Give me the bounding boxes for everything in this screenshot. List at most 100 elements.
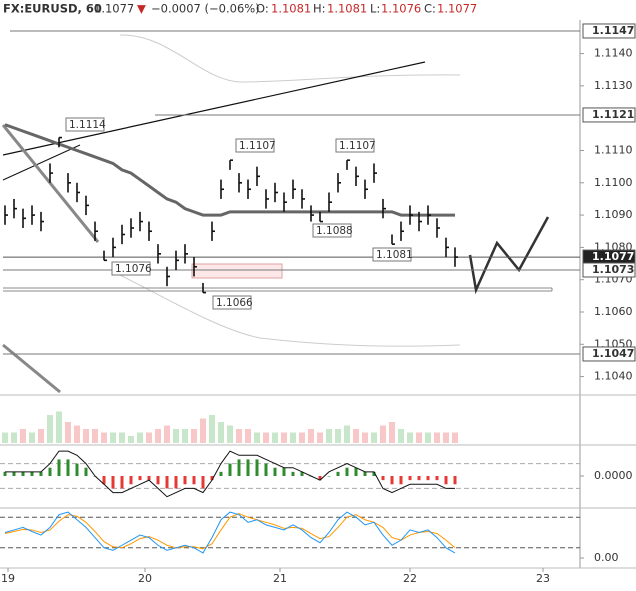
l-label: L: xyxy=(370,2,380,16)
volume-bar xyxy=(20,429,26,443)
y-tick-label: 1.1040 xyxy=(594,370,633,383)
volume-bar xyxy=(416,432,422,443)
price-level-box xyxy=(582,23,636,39)
band-upper xyxy=(119,34,461,83)
macd-hist xyxy=(147,476,151,481)
y-tick-label: 1.1060 xyxy=(594,305,633,318)
projection xyxy=(468,216,550,295)
zone xyxy=(191,263,283,279)
volume-bar xyxy=(218,422,224,443)
volume-bar xyxy=(227,425,233,443)
macd-hist xyxy=(84,467,88,476)
macd-hist xyxy=(12,471,16,476)
volume-bar xyxy=(299,432,305,443)
stoch-k xyxy=(4,511,456,554)
macd-hist xyxy=(435,476,439,481)
macd-hist xyxy=(291,471,295,476)
volume-bar xyxy=(335,429,341,443)
volume-bar xyxy=(452,432,458,443)
l-value: 1.1076 xyxy=(381,2,421,16)
macd-hist xyxy=(300,471,304,476)
volume-bar xyxy=(380,425,386,443)
header: FX:EURUSD, 60 1.1077 ▼ −0.0007 (−0.06%) … xyxy=(3,2,477,16)
macd-hist xyxy=(48,467,52,476)
macd-hist xyxy=(327,476,331,477)
y-tick-label: 1.1100 xyxy=(594,176,633,189)
volume-bar xyxy=(173,429,179,443)
macd-hist xyxy=(174,476,178,489)
volume-bar xyxy=(425,432,431,443)
volume-bar xyxy=(11,432,17,443)
macd-hist xyxy=(381,476,385,481)
o-label: O: xyxy=(256,2,269,16)
macd-hist xyxy=(408,476,412,481)
macd-hist xyxy=(228,463,232,476)
macd-hist xyxy=(336,471,340,476)
y-tick-label: 1.1090 xyxy=(594,208,633,221)
macd-hist xyxy=(417,476,421,481)
volume-bar xyxy=(281,432,287,443)
channel-line xyxy=(2,343,61,394)
volume-bar xyxy=(38,429,44,443)
volume-bar xyxy=(407,432,413,443)
x-tick-label: 20 xyxy=(138,572,152,585)
price-level-label: 1.1047 xyxy=(592,347,634,360)
x-tick-label: 23 xyxy=(536,572,550,585)
o-value: 1.1081 xyxy=(271,2,311,16)
volume-bar xyxy=(362,432,368,443)
annotation: 1.1081 xyxy=(376,249,413,261)
macd-hist xyxy=(165,476,169,489)
macd-hist xyxy=(246,459,250,476)
volume-bar xyxy=(65,422,71,443)
macd-hist xyxy=(129,476,133,485)
macd-hist xyxy=(318,476,322,481)
annotation: 1.1107 xyxy=(339,140,376,152)
macd-hist xyxy=(372,471,376,476)
annotation: 1.1088 xyxy=(316,225,353,237)
volume-bar xyxy=(371,432,377,443)
annotation-box xyxy=(335,138,375,153)
moving-average xyxy=(4,123,455,217)
trend-line xyxy=(2,61,426,156)
macd-hist xyxy=(138,476,142,481)
macd-hist xyxy=(57,459,61,476)
price-level-label: 1.1147 xyxy=(592,24,634,37)
volume-bar xyxy=(137,432,143,443)
last-price: 1.1077 xyxy=(94,2,134,16)
volume-bar xyxy=(2,432,8,443)
annotation: 1.1107 xyxy=(239,140,276,152)
h-label: H: xyxy=(313,2,326,16)
volume-bar xyxy=(245,429,251,443)
drawings xyxy=(1,34,553,394)
volume-bar xyxy=(155,429,161,443)
macd-hist xyxy=(237,459,241,476)
change: −0.0007 (−0.06%) xyxy=(151,2,260,16)
price-level-box xyxy=(582,107,636,123)
volume-bar xyxy=(29,432,35,443)
macd-hist xyxy=(444,476,448,485)
c-label: C: xyxy=(424,2,436,16)
volume-bar xyxy=(308,429,314,443)
volume-bar xyxy=(263,432,269,443)
annotation-box xyxy=(235,138,275,153)
volume-bar xyxy=(56,411,62,443)
macd-hist xyxy=(183,476,187,485)
macd-hist xyxy=(156,476,160,485)
macd-line xyxy=(5,450,455,498)
macd-hist xyxy=(66,459,70,476)
macd-hist xyxy=(273,467,277,476)
volume-bar xyxy=(74,425,80,443)
annotation-box xyxy=(372,247,412,262)
stoch-d xyxy=(4,513,456,550)
volume-bar xyxy=(110,432,116,443)
volume-bar xyxy=(182,429,188,443)
annotation-box xyxy=(312,223,352,238)
volume-bar xyxy=(92,429,98,443)
volume-bar xyxy=(200,418,206,443)
annotation-box xyxy=(111,261,151,276)
volume-bar xyxy=(128,436,134,443)
macd-hist xyxy=(3,471,7,476)
macd-hist xyxy=(345,467,349,476)
price-level-box xyxy=(582,346,636,362)
